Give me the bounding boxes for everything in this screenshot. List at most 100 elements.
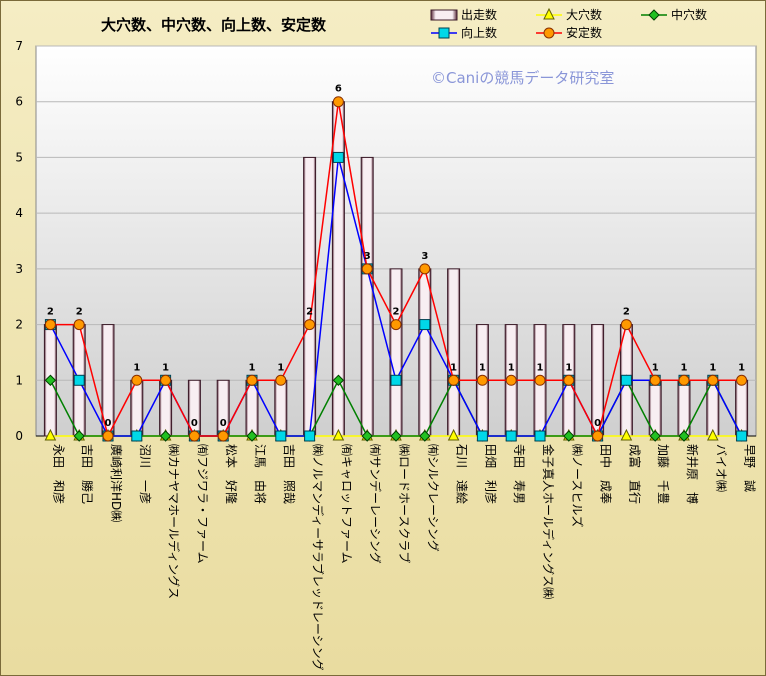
point-3-22 [678, 374, 690, 386]
point-1-1 [73, 430, 85, 442]
point-0-14 [447, 428, 460, 441]
x-tick-label-17: 金子真人ホールディングス㈱ [541, 444, 556, 599]
data-labels: 2 2 0 1 1 0 0 1 1 2 6 3 2 3 1 1 1 1 1 0 2 1 1 1 1 [47, 84, 745, 429]
legend-marker-1 [543, 7, 555, 20]
x-tick-label-16: 寺田 寿男 [512, 444, 526, 504]
point-2-16 [505, 430, 517, 442]
x-tick-label-1: 吉田 勝己 [80, 444, 95, 504]
x-tick-label-15: 田畑 利彦 [483, 444, 498, 504]
data-label-9: 2 [306, 307, 313, 318]
point-3-18 [563, 374, 575, 386]
data-label-21: 1 [652, 362, 659, 373]
bar-14 [447, 268, 461, 437]
bar-11 [360, 156, 374, 437]
point-1-7 [246, 430, 258, 442]
data-label-7: 1 [249, 362, 256, 373]
y-tick-label: 3 [15, 262, 23, 276]
point-3-2 [102, 430, 114, 442]
y-tick-label: 0 [15, 429, 23, 443]
point-3-5 [188, 430, 200, 442]
point-3-15 [476, 374, 488, 386]
x-tick-label-23: バイオ㈱ [714, 444, 728, 492]
point-3-1 [73, 319, 85, 331]
data-label-2: 0 [105, 418, 112, 429]
y-tick-label: 5 [15, 150, 23, 164]
x-tick-label-21: 加藤 千豊 [656, 444, 670, 504]
point-2-8 [275, 430, 287, 442]
legend-marker-4 [543, 27, 555, 39]
point-3-11 [361, 263, 373, 275]
point-2-20 [620, 374, 632, 386]
point-1-21 [649, 430, 661, 442]
point-3-17 [534, 374, 546, 386]
y-axis-ticks: 0 1 2 3 4 5 6 7 [15, 39, 23, 443]
x-tick-label-7: 江馬 由将 [253, 444, 267, 504]
point-3-21 [649, 374, 661, 386]
point-3-23 [707, 374, 719, 386]
x-tick-label-18: ㈱ノースヒルズ [570, 444, 585, 527]
x-tick-label-12: ㈱ロードホースクラブ [397, 444, 412, 563]
x-tick-label-3: 沼川 一彦 [138, 444, 153, 504]
point-3-13 [419, 263, 431, 275]
data-label-6: 0 [220, 418, 227, 429]
legend-label-4: 安定数 [566, 25, 602, 40]
data-label-24: 1 [738, 362, 745, 373]
legend-swatch-0 [430, 9, 458, 21]
point-1-18 [563, 430, 575, 442]
point-3-16 [505, 374, 517, 386]
x-tick-label-2: 廣崎利洋HD㈱ [109, 444, 124, 522]
point-2-15 [476, 430, 488, 442]
x-tick-label-20: 成富 直行 [627, 444, 642, 504]
data-label-11: 3 [364, 251, 371, 262]
point-0-10 [332, 428, 345, 441]
legend-label-0: 出走数 [461, 7, 497, 22]
data-label-14: 1 [450, 362, 457, 373]
x-tick-label-5: ㈲フジワラ・ファーム [195, 444, 209, 564]
point-2-24 [736, 430, 748, 442]
data-label-8: 1 [277, 362, 284, 373]
point-2-12 [390, 374, 402, 386]
point-2-9 [304, 430, 316, 442]
data-label-19: 0 [594, 418, 601, 429]
point-3-7 [246, 374, 258, 386]
point-3-10 [332, 96, 344, 108]
legend-marker-3 [438, 27, 450, 39]
data-label-13: 3 [421, 251, 428, 262]
point-3-20 [620, 319, 632, 331]
legend-label-3: 向上数 [461, 25, 497, 40]
point-0-0 [44, 428, 57, 441]
point-0-20 [620, 428, 633, 441]
x-tick-label-8: 吉田 照哉 [282, 444, 297, 504]
x-tick-label-10: ㈲キャロットファーム [339, 444, 353, 564]
point-3-24 [736, 374, 748, 386]
point-1-10 [332, 374, 345, 386]
x-tick-label-4: ㈱カナヤマホールディングス [167, 444, 182, 599]
data-label-23: 1 [709, 362, 716, 373]
lines-layer [44, 96, 748, 442]
y-tick-label: 1 [15, 373, 23, 387]
data-label-3: 1 [133, 362, 140, 373]
point-1-0 [44, 374, 57, 386]
x-tick-label-22: 新井原 博 [685, 444, 700, 504]
legend-label-2: 中穴数 [671, 7, 707, 22]
legend-label-1: 大穴数 [566, 7, 602, 22]
point-2-17 [534, 430, 546, 442]
point-3-8 [275, 374, 287, 386]
point-3-14 [448, 374, 460, 386]
point-3-19 [592, 430, 604, 442]
y-tick-label: 4 [15, 206, 23, 220]
data-label-4: 1 [162, 362, 169, 373]
chart-title: 大穴数、中穴数、向上数、安定数 [101, 16, 327, 34]
y-tick-label: 6 [15, 95, 23, 109]
point-1-11 [361, 430, 373, 442]
data-label-5: 0 [191, 418, 198, 429]
point-2-10 [332, 151, 344, 163]
point-3-6 [217, 430, 229, 442]
x-tick-label-11: ㈲サンデーレーシング [368, 444, 383, 564]
data-label-0: 2 [47, 307, 54, 318]
watermark: ©Caniの競馬データ研究室 [431, 69, 614, 87]
data-label-16: 1 [508, 362, 515, 373]
point-1-12 [390, 430, 402, 442]
